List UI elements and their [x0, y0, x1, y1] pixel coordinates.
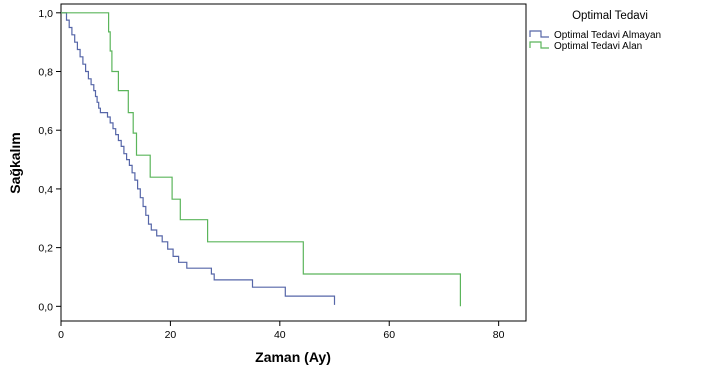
series-line-1	[61, 12, 336, 305]
y-tick-label: 0,0	[38, 301, 53, 313]
legend-swatch-2	[529, 41, 549, 49]
x-axis-title: Zaman (Ay)	[255, 349, 331, 365]
series-line-2	[61, 12, 461, 307]
x-tick-label: 80	[493, 329, 505, 341]
x-tick-label: 0	[58, 329, 64, 341]
y-tick-label: 1,0	[38, 8, 53, 20]
x-tick-label: 60	[383, 329, 395, 341]
x-axis-ticks: 0 20 40 60 80	[58, 321, 505, 341]
legend-label-1: Optimal Tedavi Almayan	[554, 30, 661, 41]
y-tick-label: 0,4	[38, 184, 53, 196]
x-tick-label: 40	[274, 329, 286, 341]
legend-swatch-1	[529, 30, 549, 38]
series-layer	[61, 12, 461, 307]
y-tick-label: 0,2	[38, 243, 53, 255]
y-axis-title: Sağkalım	[7, 132, 23, 193]
plot-border	[60, 3, 527, 322]
plot-area	[60, 3, 527, 322]
legend: Optimal Tedavi Optimal Tedavi AlmayanOpt…	[529, 10, 661, 52]
y-tick-label: 0,6	[38, 125, 53, 137]
y-axis-ticks: 0,0 0,2 0,4 0,6 0,8 1,0	[38, 8, 61, 313]
y-tick-label: 0,8	[38, 67, 53, 79]
legend-label-2: Optimal Tedavi Alan	[554, 41, 642, 52]
x-tick-label: 20	[165, 329, 177, 341]
legend-title: Optimal Tedavi	[572, 10, 648, 22]
